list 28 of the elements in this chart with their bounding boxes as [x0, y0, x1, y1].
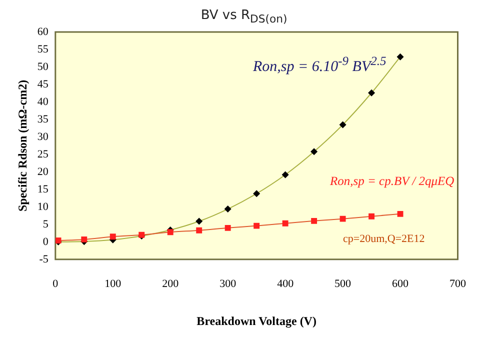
y-tick-label: 20	[37, 166, 49, 178]
y-tick-label: 40	[37, 96, 49, 108]
y-tick-label: 60	[37, 26, 49, 38]
x-tick-label: 400	[277, 278, 294, 290]
y-tick-label: 5	[42, 218, 49, 230]
x-tick-label: 0	[52, 278, 59, 290]
y-tick-label: 45	[37, 78, 49, 90]
y-tick-label: -5	[39, 253, 49, 266]
y-tick-label: 0	[42, 236, 49, 248]
chart-title: BV vs R$_{DS(on)}$	[200, 8, 288, 26]
annotation: Ron,sp = 6.10$^{-9}$ BV$^{2.5}$	[253, 54, 386, 76]
x-tick-label: 300	[220, 278, 237, 290]
y-tick-label: 25	[37, 148, 49, 160]
x-tick-label: 200	[162, 278, 180, 290]
y-tick-label: 10	[37, 200, 49, 213]
x-tick-label: 500	[334, 278, 352, 290]
annotation: Ron,sp = cp.BV / 2qμEQ	[330, 174, 454, 189]
y-tick-label: 30	[37, 130, 49, 143]
y-axis-title: Specific Rdson (mΩ-cm2)	[15, 80, 30, 212]
x-tick-label: 100	[104, 278, 122, 290]
y-tick-label: 35	[37, 113, 49, 126]
x-tick-label: 700	[450, 278, 466, 290]
y-tick-label: 55	[37, 43, 49, 56]
x-axis-title: Breakdown Voltage (V)	[196, 314, 316, 328]
annotation: cp=20um,Q=2E12	[343, 233, 425, 245]
y-tick-label: 50	[37, 60, 49, 73]
x-tick-label: 600	[392, 278, 410, 290]
y-tick-label: 15	[37, 183, 49, 196]
